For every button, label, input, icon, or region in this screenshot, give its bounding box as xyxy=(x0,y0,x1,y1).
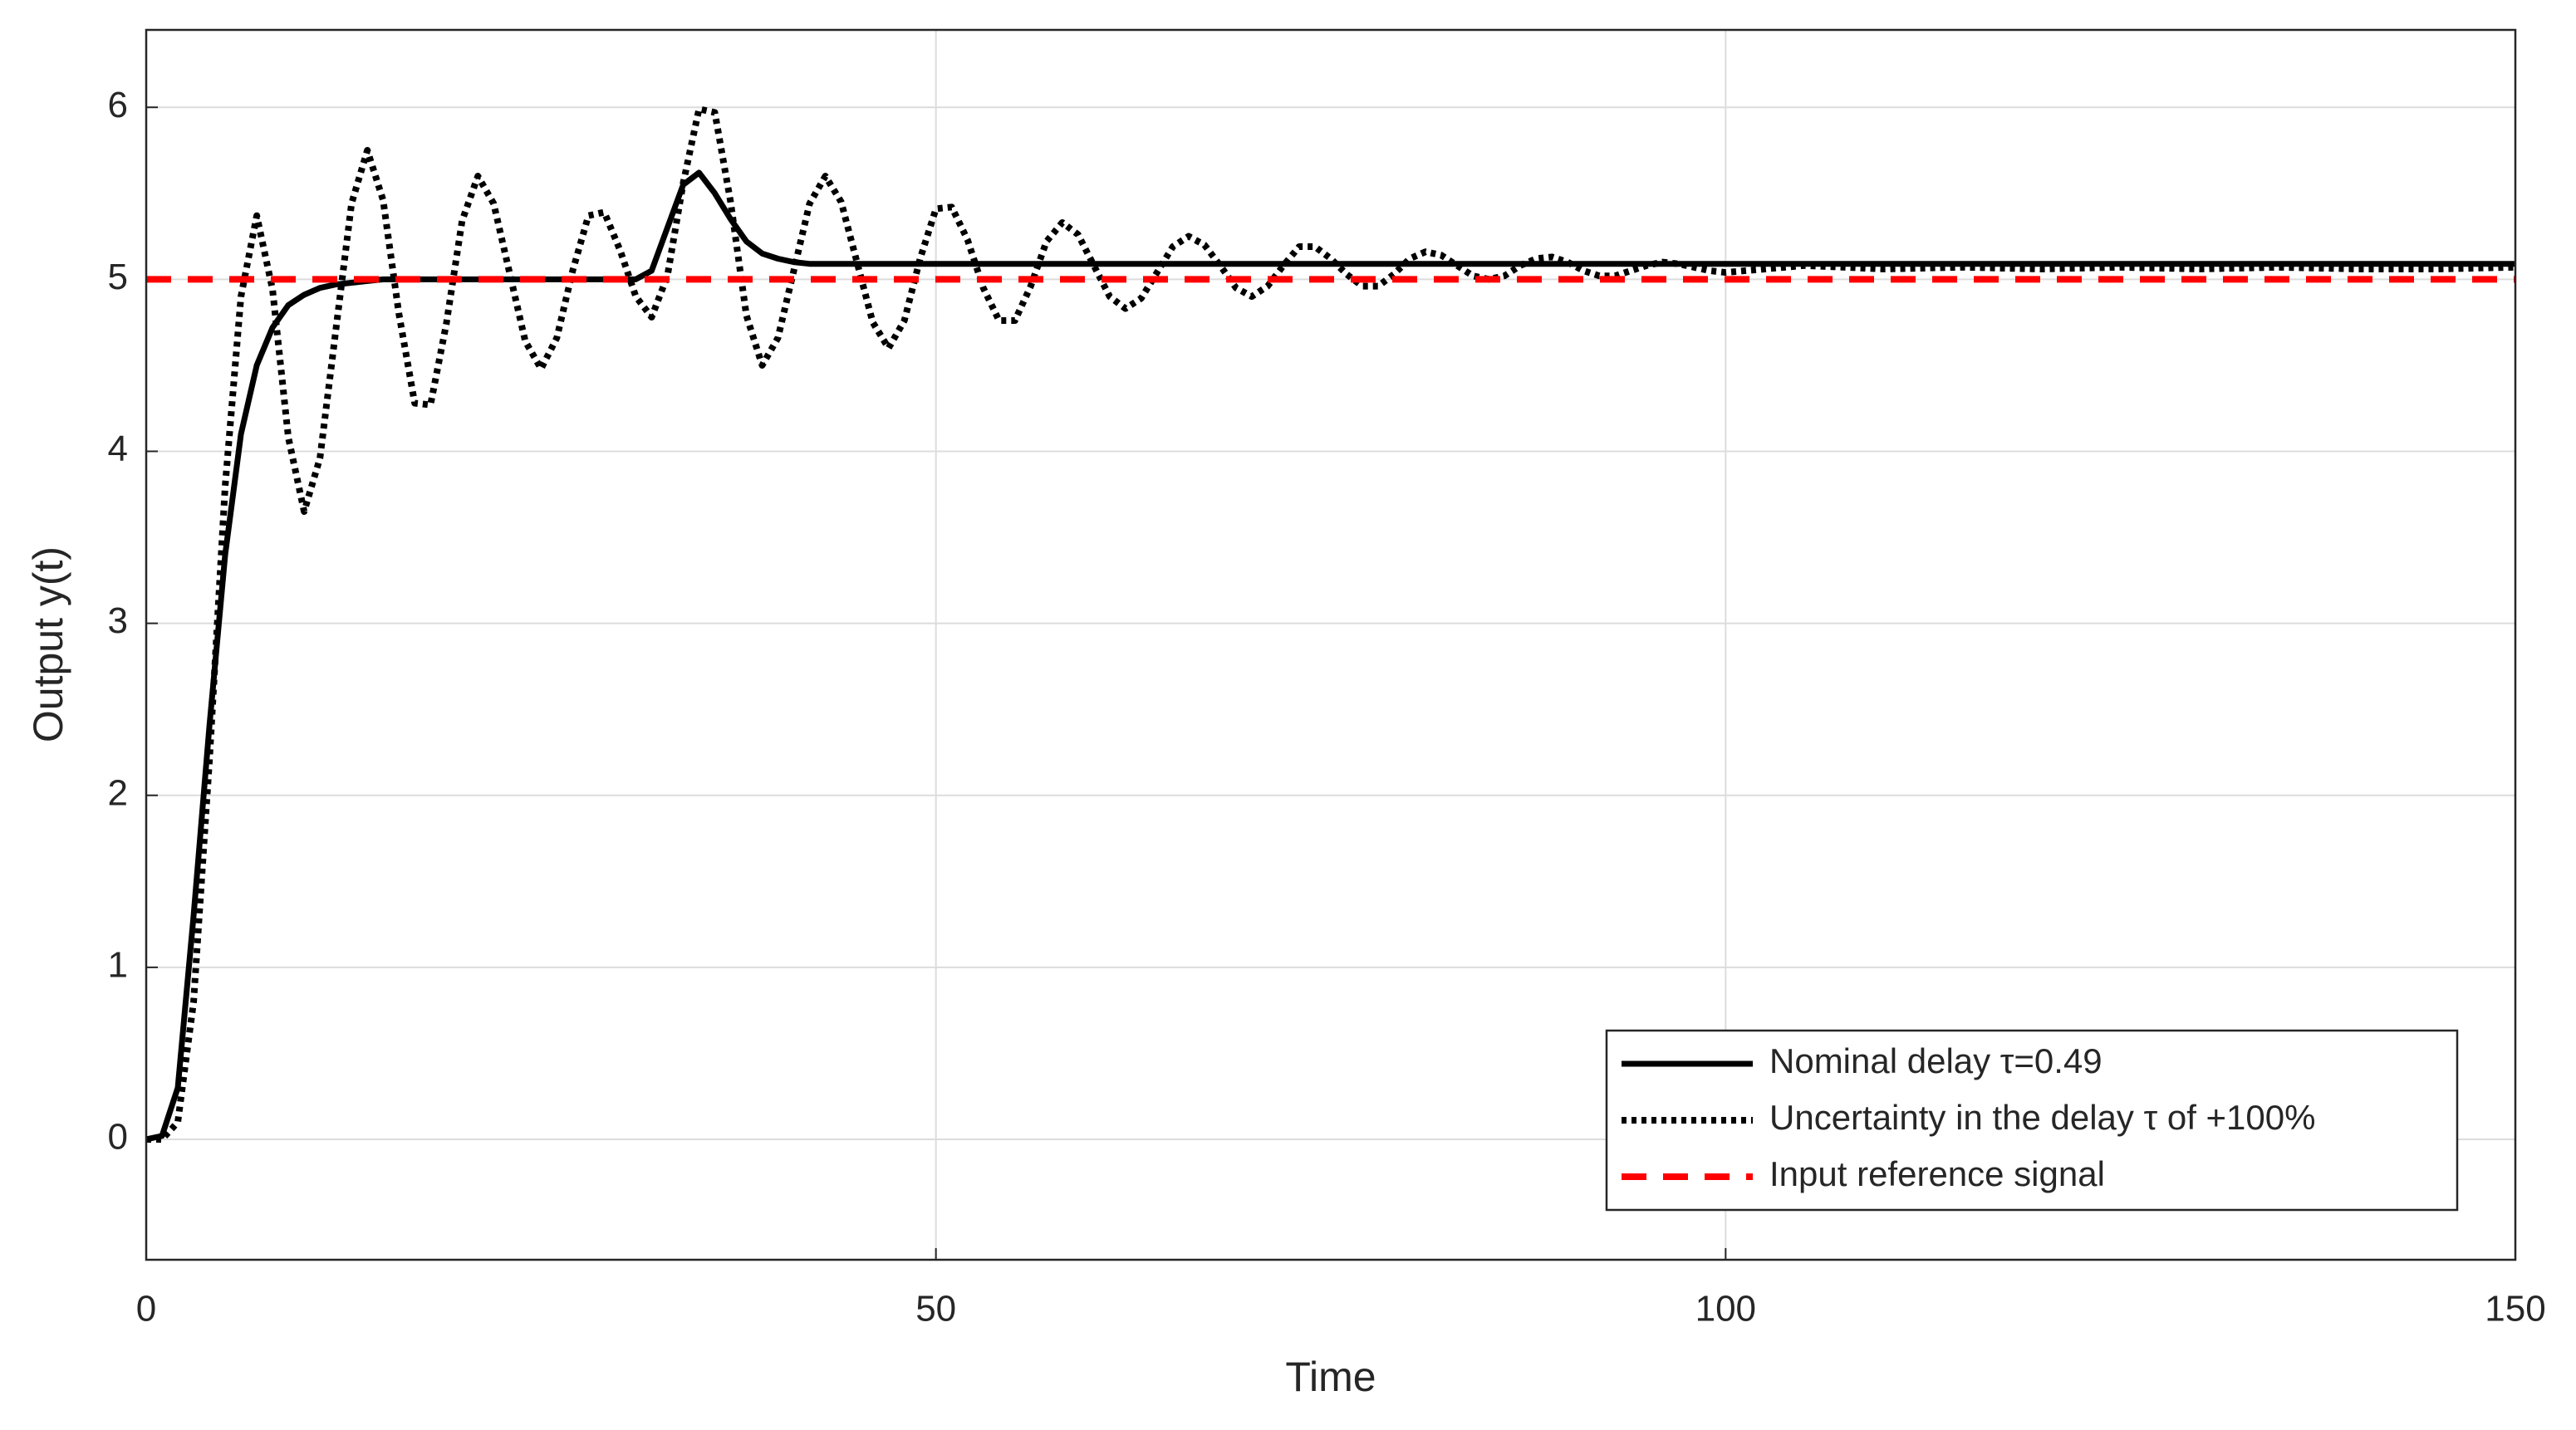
series-line xyxy=(146,105,2515,1144)
plot-frame xyxy=(145,28,2517,1261)
x-axis-label: Time xyxy=(1285,1354,1376,1400)
y-tick-label: 6 xyxy=(108,85,128,125)
x-tick-label: 150 xyxy=(2485,1289,2545,1330)
y-tick-label: 2 xyxy=(108,772,128,813)
x-tick-label: 0 xyxy=(136,1289,156,1330)
x-tick-label: 100 xyxy=(1695,1289,1756,1330)
y-axis-label: Output y(t) xyxy=(25,546,71,742)
series-line xyxy=(146,169,2515,1143)
legend-label: Uncertainty in the delay τ of +100% xyxy=(1769,1098,2315,1137)
legend-label: Nominal delay τ=0.49 xyxy=(1769,1041,2103,1080)
y-tick-label: 0 xyxy=(108,1117,128,1158)
y-tick-label: 1 xyxy=(108,944,128,985)
y-tick-label: 4 xyxy=(108,429,128,469)
y-tick-label: 3 xyxy=(108,600,128,641)
x-tick-label: 50 xyxy=(915,1289,956,1330)
y-tick-label: 5 xyxy=(108,257,128,297)
legend-label: Input reference signal xyxy=(1769,1154,2105,1193)
